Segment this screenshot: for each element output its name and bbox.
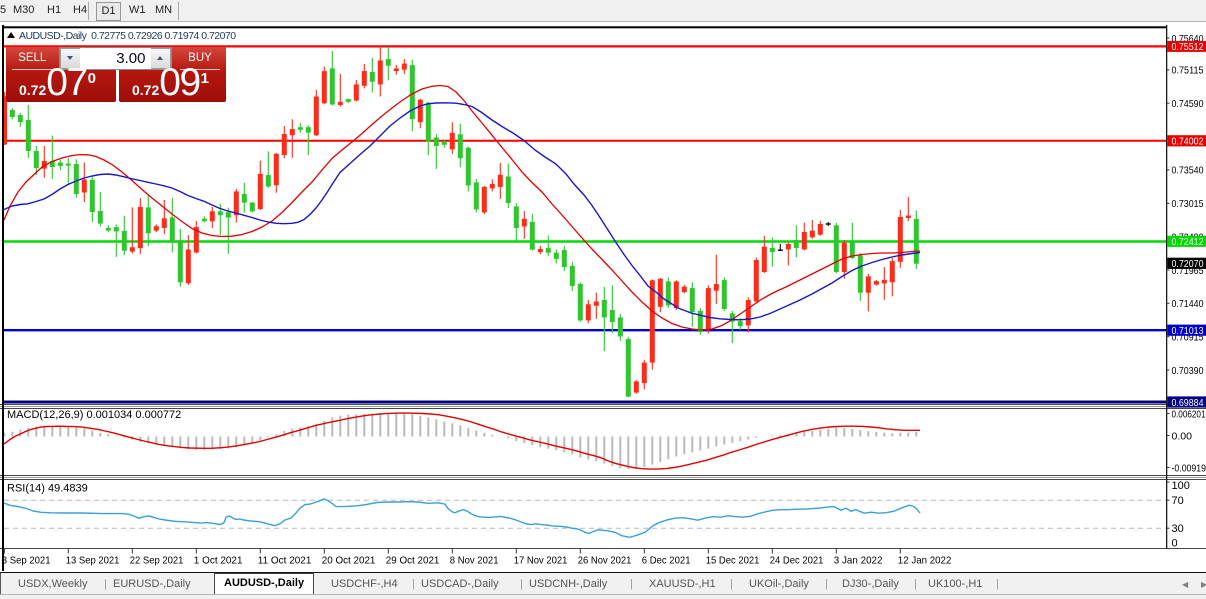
svg-text:0.006201: 0.006201 [1172, 408, 1206, 420]
svg-text:26 Nov 2021: 26 Nov 2021 [578, 555, 632, 567]
svg-text:-0.00919: -0.00919 [1172, 462, 1206, 474]
svg-text:8 Nov 2021: 8 Nov 2021 [450, 555, 499, 567]
svg-text:20 Oct 2021: 20 Oct 2021 [322, 555, 376, 567]
svg-text:RSI(14) 49.4839: RSI(14) 49.4839 [7, 483, 88, 495]
svg-text:17 Nov 2021: 17 Nov 2021 [514, 555, 568, 567]
svg-text:70: 70 [1172, 495, 1184, 507]
svg-text:0.75115: 0.75115 [1172, 65, 1204, 77]
svg-text:0.72412: 0.72412 [1172, 236, 1204, 248]
svg-text:0.69884: 0.69884 [1172, 397, 1204, 409]
svg-text:24 Dec 2021: 24 Dec 2021 [770, 555, 824, 567]
svg-text:3 Sep 2021: 3 Sep 2021 [2, 555, 51, 567]
svg-text:1 Oct 2021: 1 Oct 2021 [194, 555, 243, 567]
svg-text:0.73015: 0.73015 [1172, 198, 1204, 210]
svg-text:13 Sep 2021: 13 Sep 2021 [66, 555, 120, 567]
svg-text:MACD(12,26,9) 0.001034 0.00077: MACD(12,26,9) 0.001034 0.000772 [7, 409, 181, 421]
svg-text:12 Jan 2022: 12 Jan 2022 [898, 555, 952, 567]
svg-text:6 Dec 2021: 6 Dec 2021 [642, 555, 691, 567]
svg-text:30: 30 [1172, 523, 1184, 535]
svg-text:0.73540: 0.73540 [1172, 165, 1204, 177]
svg-text:0.70390: 0.70390 [1172, 365, 1204, 377]
svg-text:29 Oct 2021: 29 Oct 2021 [386, 555, 440, 567]
svg-text:15 Dec 2021: 15 Dec 2021 [706, 555, 760, 567]
svg-text:11 Oct 2021: 11 Oct 2021 [258, 555, 312, 567]
svg-text:0: 0 [1172, 537, 1178, 549]
svg-text:0.71440: 0.71440 [1172, 298, 1204, 310]
svg-text:100: 100 [1172, 480, 1190, 492]
svg-text:0.72070: 0.72070 [1172, 258, 1204, 270]
svg-text:0.75512: 0.75512 [1172, 41, 1204, 53]
svg-text:0.74590: 0.74590 [1172, 98, 1204, 110]
svg-text:22 Sep 2021: 22 Sep 2021 [130, 555, 184, 567]
svg-text:0.74002: 0.74002 [1172, 136, 1204, 148]
svg-text:0.71013: 0.71013 [1172, 325, 1204, 337]
svg-text:3 Jan 2022: 3 Jan 2022 [834, 555, 883, 567]
svg-text:0.00: 0.00 [1172, 430, 1193, 442]
